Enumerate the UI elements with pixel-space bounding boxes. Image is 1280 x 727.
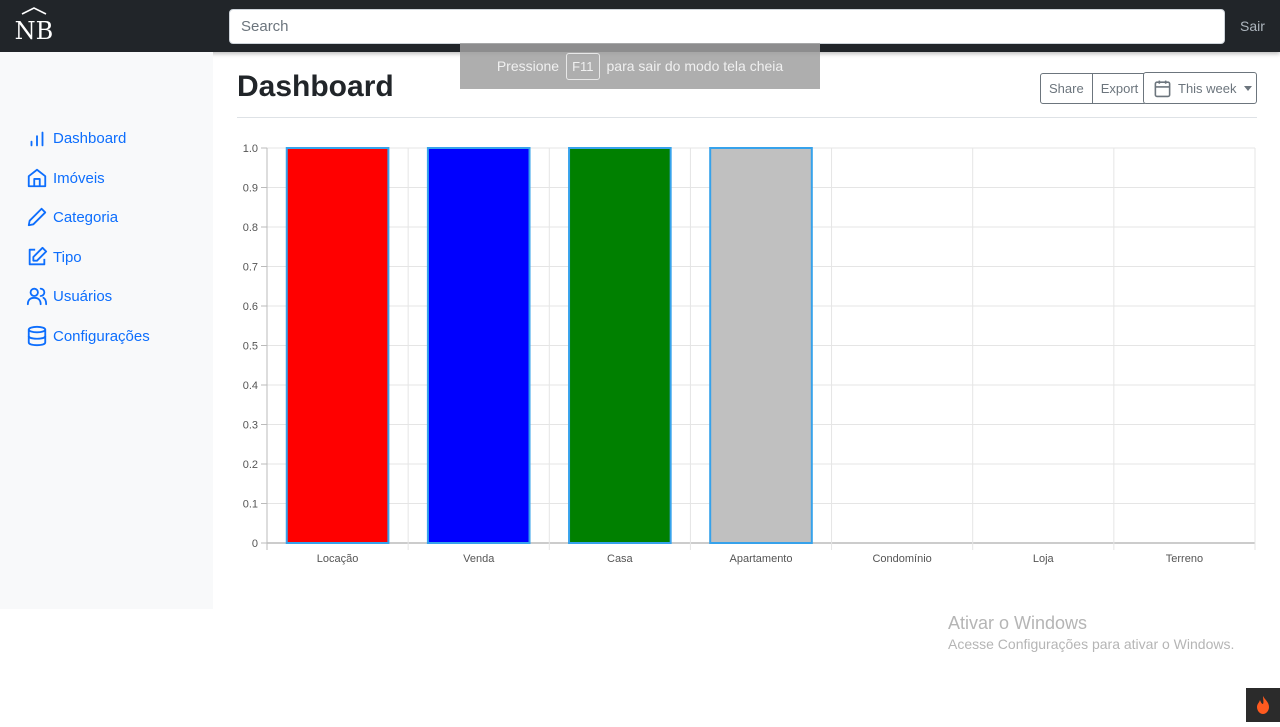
y-tick-label: 0.8 [243,222,258,234]
toast-text-after: para sair do modo tela cheia [606,58,784,74]
sidebar-item-imoveis[interactable]: Imóveis [26,166,105,190]
x-tick-label: Casa [607,553,634,565]
x-tick-label: Venda [463,553,495,565]
bar-chart-icon [30,131,44,147]
x-tick-label: Terreno [1166,553,1203,565]
toast-key: F11 [566,52,600,80]
header-divider [237,117,1257,118]
y-tick-label: 0.1 [243,499,258,511]
search-input[interactable] [229,9,1225,44]
y-tick-label: 0.7 [243,262,258,274]
x-tick-label: Locação [317,553,359,565]
bar [426,147,531,544]
home-icon [27,168,47,188]
flame-icon [1257,696,1269,714]
sidebar-item-categoria[interactable]: Categoria [26,205,118,229]
date-range-label: This week [1178,80,1237,96]
brand-logo-icon[interactable]: NB [14,6,54,46]
sidebar-item-dashboard[interactable]: Dashboard [26,126,126,150]
y-tick-label: 0.2 [243,459,258,471]
bar [285,147,390,544]
sidebar-item-label: Dashboard [53,129,127,147]
windows-watermark-subtitle: Acesse Configurações para ativar o Windo… [948,636,1235,652]
edit-icon [28,246,48,266]
pencil-icon [27,207,47,227]
fullscreen-toast: Pressione F11 para sair do modo tela che… [460,43,820,89]
x-tick-label: Apartamento [730,553,793,565]
sidebar-item-configuracoes[interactable]: Configurações [26,324,150,348]
page-title: Dashboard [237,70,394,103]
y-tick-label: 1.0 [243,143,258,155]
y-tick-label: 0 [252,538,258,550]
database-icon [27,325,47,347]
sidebar-item-label: Configurações [53,327,150,345]
toast-text-before: Pressione [496,58,560,74]
sidebar-item-usuarios[interactable]: Usuários [26,284,112,308]
calendar-icon [1154,80,1171,97]
y-tick-label: 0.9 [243,183,258,195]
x-tick-label: Loja [1033,553,1055,565]
share-export-group: Share Export [1040,73,1148,104]
bar [709,147,813,544]
share-button[interactable]: Share [1040,73,1093,104]
signout-link[interactable]: Sair [1240,18,1265,34]
sidebar-item-tipo[interactable]: Tipo [26,245,82,269]
taskbar-app-icon[interactable] [1246,688,1280,722]
brand-text: NB [15,17,54,45]
x-tick-label: Condomínio [872,553,931,565]
sidebar-item-label: Tipo [53,248,82,266]
y-tick-label: 0.4 [243,380,258,392]
sidebar-item-label: Categoria [53,208,119,226]
bar-chart: 0 0.1 0.2 0.3 0.4 0.5 0.6 0.7 0.8 0.9 1.0 Locação Ve… [243,143,1256,565]
chevron-down-icon [1243,85,1252,91]
y-tick-label: 0.3 [243,420,258,432]
sidebar: Dashboard Imóveis Categoria Tipo Usuário… [0,52,213,609]
windows-watermark-title: Ativar o Windows [948,613,1088,633]
sidebar-item-label: Usuários [53,287,113,305]
y-tick-label: 0.6 [243,301,258,313]
y-tick-label: 0.5 [243,341,258,353]
bar [568,147,672,544]
date-range-dropdown[interactable]: This week [1143,72,1257,104]
export-button[interactable]: Export [1092,73,1148,104]
sidebar-item-label: Imóveis [53,169,105,187]
users-icon [26,287,48,306]
